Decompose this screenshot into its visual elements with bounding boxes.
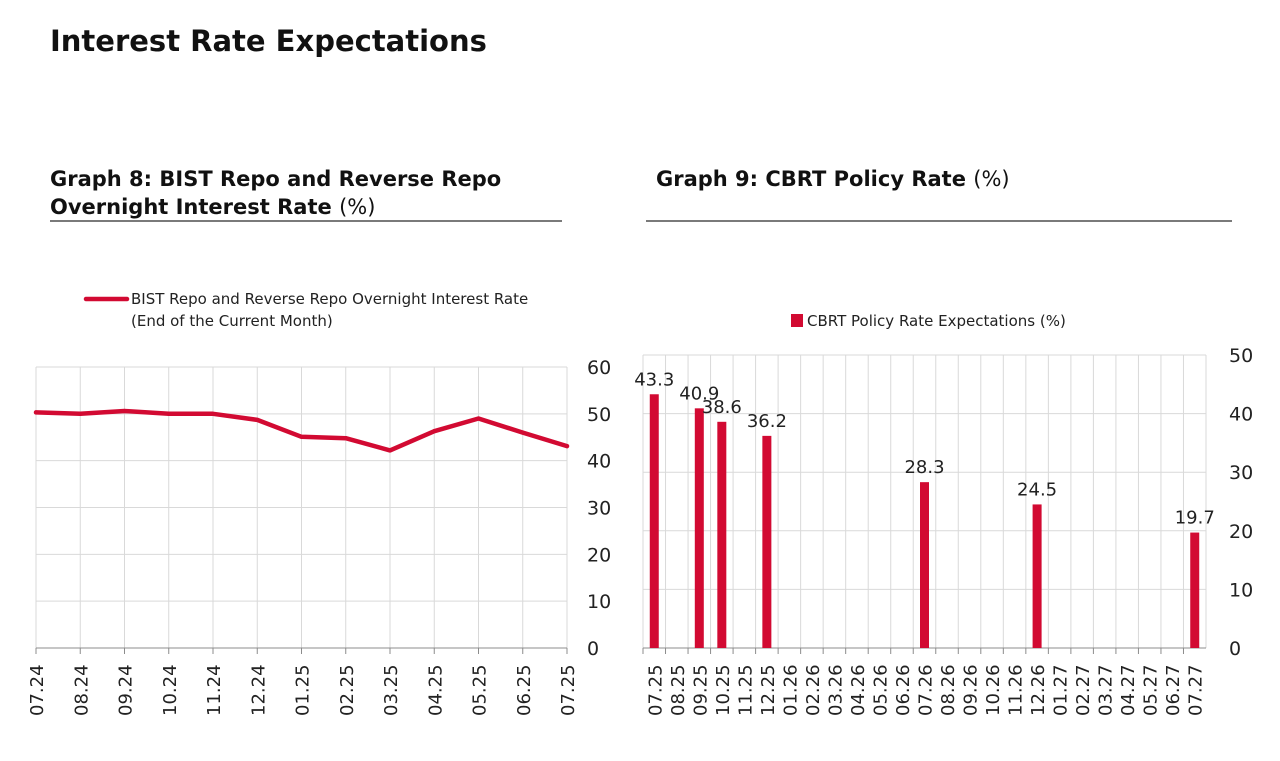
graph8-y-tick-label: 10 [587,591,611,613]
graph8-y-tick-label: 30 [587,498,611,520]
graph8-x-tick-label: 06.25 [514,664,535,716]
graph8-y-tick-label: 20 [587,544,611,566]
graph8-x-tick-label: 08.24 [71,664,92,716]
graph9-data-label: 36.2 [747,411,787,432]
graph9-data-label: 43.3 [634,369,674,390]
graph8-data-point [78,411,83,416]
graph9-x-tick-label: 09.26 [961,664,982,716]
graph8-x-tick-label: 11.24 [204,664,225,716]
graph9-x-tick-label: 01.27 [1051,664,1072,716]
graph9-x-tick-label: 07.25 [645,664,666,716]
graph9-x-tick-label: 12.26 [1028,664,1049,716]
graph8-x-tick-label: 03.25 [381,664,402,716]
graph8-data-point [255,417,260,422]
graph9-data-label: 38.6 [702,397,742,418]
graph8-x-tick-label: 01.25 [293,664,314,716]
graph8-x-tick-label: 07.24 [27,664,48,716]
graph9-x-tick-label: 05.26 [870,664,891,716]
graph9-bar [920,482,929,648]
graph8-y-tick-label: 0 [587,638,599,660]
graph8-x-tick-label: 09.24 [116,664,137,716]
graph8-data-point [299,434,304,439]
graph8-title-rule [50,220,562,222]
graph9-x-tick-label: 07.26 [916,664,937,716]
graph8-title-bold: Graph 8: BIST Repo and Reverse Repo Over… [50,167,502,219]
graph9-legend-swatch [791,314,803,327]
graph8-x-tick-label: 02.25 [337,664,358,716]
graph9-x-tick-label: 06.26 [893,664,914,716]
graph9-y-tick-label: 50 [1229,345,1253,367]
graph9-title: Graph 9: CBRT Policy Rate (%) [656,165,1216,193]
graph8-legend-label: BIST Repo and Reverse Repo Overnight Int… [131,290,528,308]
graph8-line-chart: 0 10 20 30 40 50 60 07.24 08.24 09.24 10.24 11.24 12… [27,290,611,716]
graph9-title-unit: (%) [973,167,1010,191]
graph9-x-tick-label: 05.27 [1141,664,1162,716]
graph9-x-tick-label: 07.27 [1186,664,1207,716]
graph9-data-label: 19.7 [1175,508,1215,529]
graph9-bar [1032,504,1042,648]
graph9-bar [762,435,772,648]
graph8-data-point [432,429,437,434]
graph9-x-tick-label: 06.27 [1163,664,1184,716]
graph9-bar [649,394,659,648]
graph8-data-point [343,436,348,441]
graph9-title-bold: Graph 9: CBRT Policy Rate [656,167,966,191]
graph9-x-tick-label: 03.26 [825,664,846,716]
graph9-x-tick-label: 12.25 [758,664,779,716]
page-title: Interest Rate Expectations [50,24,487,58]
graph9-x-tick-label: 04.27 [1118,664,1139,716]
graph8-title-unit: (%) [339,195,376,219]
graph8-y-tick-label: 60 [587,357,611,379]
graph8-data-point [565,444,569,449]
graph9-bar [694,408,704,648]
graph8-data-point [388,448,392,453]
graph9-x-tick-label: 08.25 [668,664,689,716]
graph8-legend-sublabel: (End of the Current Month) [131,312,333,330]
graph8-x-tick-label: 07.25 [558,664,579,716]
graph9-x-tick-label: 09.25 [690,664,711,716]
graph8-data-point [34,410,38,415]
graph8-x-tick-label: 10.24 [160,664,181,716]
graph8-y-tick-label: 40 [587,451,611,473]
graph9-legend-label: CBRT Policy Rate Expectations (%) [807,312,1066,330]
graph9-x-tick-label: 01.26 [780,664,801,716]
graph9-x-tick-label: 11.26 [1006,664,1027,716]
graph9-bar [717,421,727,648]
graph9-x-tick-label: 08.26 [938,664,959,716]
graph9-x-tick-label: 11.25 [735,664,756,716]
graph9-x-tick-label: 02.26 [803,664,824,716]
graph8-x-tick-label: 12.24 [248,664,269,716]
graph9-data-label: 28.3 [904,457,944,478]
graph8-data-point [122,409,127,414]
graph8-x-tick-label: 05.25 [470,664,491,716]
graph9-y-tick-label: 10 [1229,579,1253,601]
graph9-x-tick-label: 10.26 [983,664,1004,716]
graph9-x-tick-label: 04.26 [848,664,869,716]
graph8-data-point [211,411,215,416]
graph9-title-rule [646,220,1232,222]
graph9-bar [1190,532,1200,648]
graph9-data-label: 24.5 [1017,479,1057,500]
graph9-x-tick-label: 10.25 [713,664,734,716]
graph8-x-tick-label: 04.25 [425,664,446,716]
graph9-y-tick-label: 20 [1229,521,1253,543]
graph8-data-point [520,430,525,435]
graph9-y-tick-label: 30 [1229,462,1253,484]
graph9-y-tick-label: 40 [1229,404,1253,426]
graph9-y-tick-label: 0 [1229,638,1241,660]
graph9-x-tick-label: 02.27 [1073,664,1094,716]
graph9-x-tick-label: 03.27 [1096,664,1117,716]
graph8-y-tick-label: 50 [587,404,611,426]
graph8-data-point [476,416,481,421]
graph8-title: Graph 8: BIST Repo and Reverse Repo Over… [50,165,610,221]
graph8-data-point [166,411,171,416]
graph9-data-label: 40.9 [679,383,719,404]
